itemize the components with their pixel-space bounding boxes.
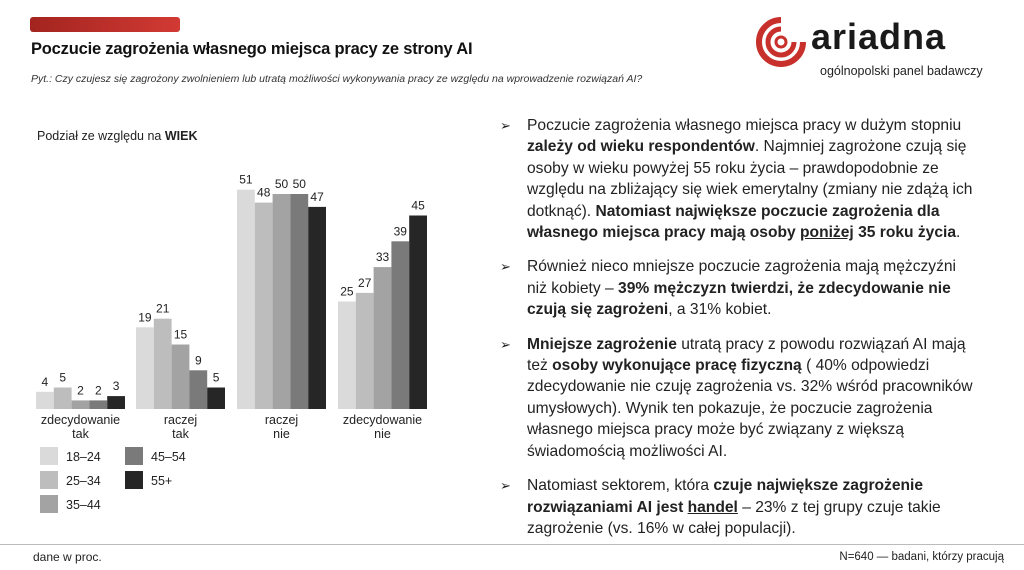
logo-spiral-icon bbox=[756, 17, 806, 67]
data-label: 50 bbox=[293, 177, 307, 191]
bar bbox=[36, 391, 54, 409]
emphasis-text: 35 roku życia bbox=[853, 224, 957, 242]
finding-text: Również nieco mniejsze poczucie zagrożen… bbox=[527, 258, 957, 297]
data-label: 51 bbox=[239, 173, 253, 187]
bar bbox=[71, 400, 90, 409]
data-label: 15 bbox=[174, 328, 188, 342]
legend-swatch bbox=[125, 471, 143, 489]
bar bbox=[290, 194, 309, 409]
category-label: zdecydowanie bbox=[41, 413, 120, 427]
bar bbox=[53, 387, 72, 409]
arrow-bullet-icon: ➢ bbox=[500, 118, 511, 133]
category-label: tak bbox=[72, 427, 89, 441]
legend-label: 55+ bbox=[151, 474, 172, 488]
data-label: 4 bbox=[42, 375, 49, 389]
emphasis-text: czuje największe zagrożenie rozwiązaniam… bbox=[527, 477, 924, 516]
bar bbox=[189, 370, 208, 409]
finding-item: ➢ Poczucie zagrożenia własnego miejsca pr… bbox=[500, 115, 978, 243]
chart-subtitle-emphasis: WIEK bbox=[164, 129, 198, 143]
page-title: Poczucie zagrożenia własnego miejsca pra… bbox=[31, 40, 473, 58]
data-unit-note: dane w proc. bbox=[33, 550, 102, 564]
category-label: zdecydowanie bbox=[343, 413, 422, 427]
bar bbox=[355, 292, 374, 409]
sample-size-note: N=640 — badani, którzy pracują bbox=[839, 551, 1004, 563]
category-label: nie bbox=[273, 427, 290, 441]
data-label: 5 bbox=[59, 371, 66, 385]
bar bbox=[409, 215, 427, 409]
brand-accent-bar bbox=[30, 17, 180, 32]
data-label: 47 bbox=[310, 190, 324, 204]
bar bbox=[207, 387, 225, 409]
data-label: 45 bbox=[411, 199, 425, 213]
emphasis-text: 39% mężczyzn twierdzi, że zdecydowanie n… bbox=[527, 279, 951, 319]
emphasis-text: Natomiast największe poczucie zagrożenia… bbox=[527, 202, 940, 242]
bar bbox=[308, 206, 326, 409]
category-label: raczej bbox=[265, 413, 298, 427]
legend-swatch bbox=[125, 447, 143, 465]
finding-item: ➢ Natomiast sektorem, która czuje najwięk… bbox=[500, 475, 978, 539]
data-label: 27 bbox=[358, 276, 372, 290]
legend-label: 25–34 bbox=[66, 474, 101, 488]
data-label: 3 bbox=[113, 379, 120, 393]
age-bar-chart: 4 19 51 25 5 21 48 27 2 15 50 33 2 9 50 39 3 5 47 45 zdecydo… bbox=[36, 173, 427, 513]
bar bbox=[136, 327, 154, 409]
data-label: 39 bbox=[394, 224, 408, 238]
finding-text: utratą pracy z powodu rozwiązań AI mają … bbox=[527, 335, 966, 375]
legend-label: 35–44 bbox=[66, 498, 101, 512]
logo-tagline: ogólnopolski panel badawczy bbox=[820, 64, 983, 78]
legend-label: 18–24 bbox=[66, 450, 101, 464]
finding-text: . Najmniej zagrożone czują się osoby w w… bbox=[527, 138, 973, 220]
chart-subtitle-prefix: Podział ze względu na bbox=[37, 129, 165, 143]
bar bbox=[153, 318, 172, 409]
logo-wordmark: ariadna bbox=[811, 16, 947, 57]
finding-item: ➢ Mniejsze zagrożenie utratą pracy z powo… bbox=[500, 334, 978, 462]
bar bbox=[373, 267, 392, 409]
chart-subtitle: Podział ze względu na WIEK bbox=[37, 129, 198, 143]
bar bbox=[89, 400, 108, 409]
bar bbox=[107, 396, 125, 409]
ariadna-logo: ariadna ogólnopolski panel badawczy bbox=[755, 14, 995, 84]
emphasis-text: zależy od wieku respondentów bbox=[527, 138, 755, 156]
emphasis-text: poniżej bbox=[800, 224, 854, 242]
finding-text: . bbox=[956, 224, 961, 242]
bar bbox=[237, 189, 255, 409]
bar bbox=[254, 202, 273, 409]
bar bbox=[391, 241, 410, 409]
data-label: 5 bbox=[213, 371, 220, 385]
emphasis-text: osoby wykonujące pracę fizyczną bbox=[552, 357, 802, 375]
category-label: tak bbox=[172, 427, 189, 441]
data-label: 33 bbox=[376, 250, 390, 264]
data-label: 19 bbox=[138, 310, 152, 324]
arrow-bullet-icon: ➢ bbox=[500, 259, 511, 275]
data-label: 9 bbox=[195, 353, 202, 367]
legend-swatch bbox=[40, 447, 58, 465]
emphasis-text: handel bbox=[687, 498, 738, 516]
data-label: 2 bbox=[77, 383, 84, 397]
data-label: 50 bbox=[275, 177, 289, 191]
legend-label: 45–54 bbox=[151, 450, 186, 464]
bar bbox=[171, 344, 190, 409]
finding-item: ➢ Również nieco mniejsze poczucie zagroże… bbox=[500, 256, 978, 320]
finding-text: Poczucie zagrożenia własnego miejsca pra… bbox=[527, 117, 962, 134]
data-label: 2 bbox=[95, 383, 102, 397]
data-label: 21 bbox=[156, 302, 170, 316]
data-label: 25 bbox=[340, 285, 354, 299]
data-label: 48 bbox=[257, 186, 271, 200]
survey-question: Pyt.: Czy czujesz się zagrożony zwolnien… bbox=[31, 73, 643, 85]
legend-swatch bbox=[40, 495, 58, 513]
arrow-bullet-icon: ➢ bbox=[500, 478, 511, 494]
category-label: raczej bbox=[164, 413, 197, 427]
bar bbox=[272, 194, 291, 409]
finding-text: Natomiast sektorem, która bbox=[527, 477, 714, 495]
finding-text: – 23% z tej grupy czuje takie zagrożenie… bbox=[527, 498, 941, 537]
legend-swatch bbox=[40, 471, 58, 489]
footer-divider bbox=[0, 544, 1024, 545]
arrow-bullet-icon: ➢ bbox=[500, 336, 511, 352]
emphasis-text: Mniejsze zagrożenie bbox=[527, 335, 677, 353]
bar bbox=[338, 301, 356, 409]
finding-text: , a 31% kobiet. bbox=[668, 301, 772, 319]
category-label: nie bbox=[374, 427, 391, 441]
finding-text: ( 40% odpowiedzi zdecydowanie nie czuję … bbox=[527, 357, 973, 460]
findings-list: ➢ Poczucie zagrożenia własnego miejsca pr… bbox=[500, 115, 978, 552]
